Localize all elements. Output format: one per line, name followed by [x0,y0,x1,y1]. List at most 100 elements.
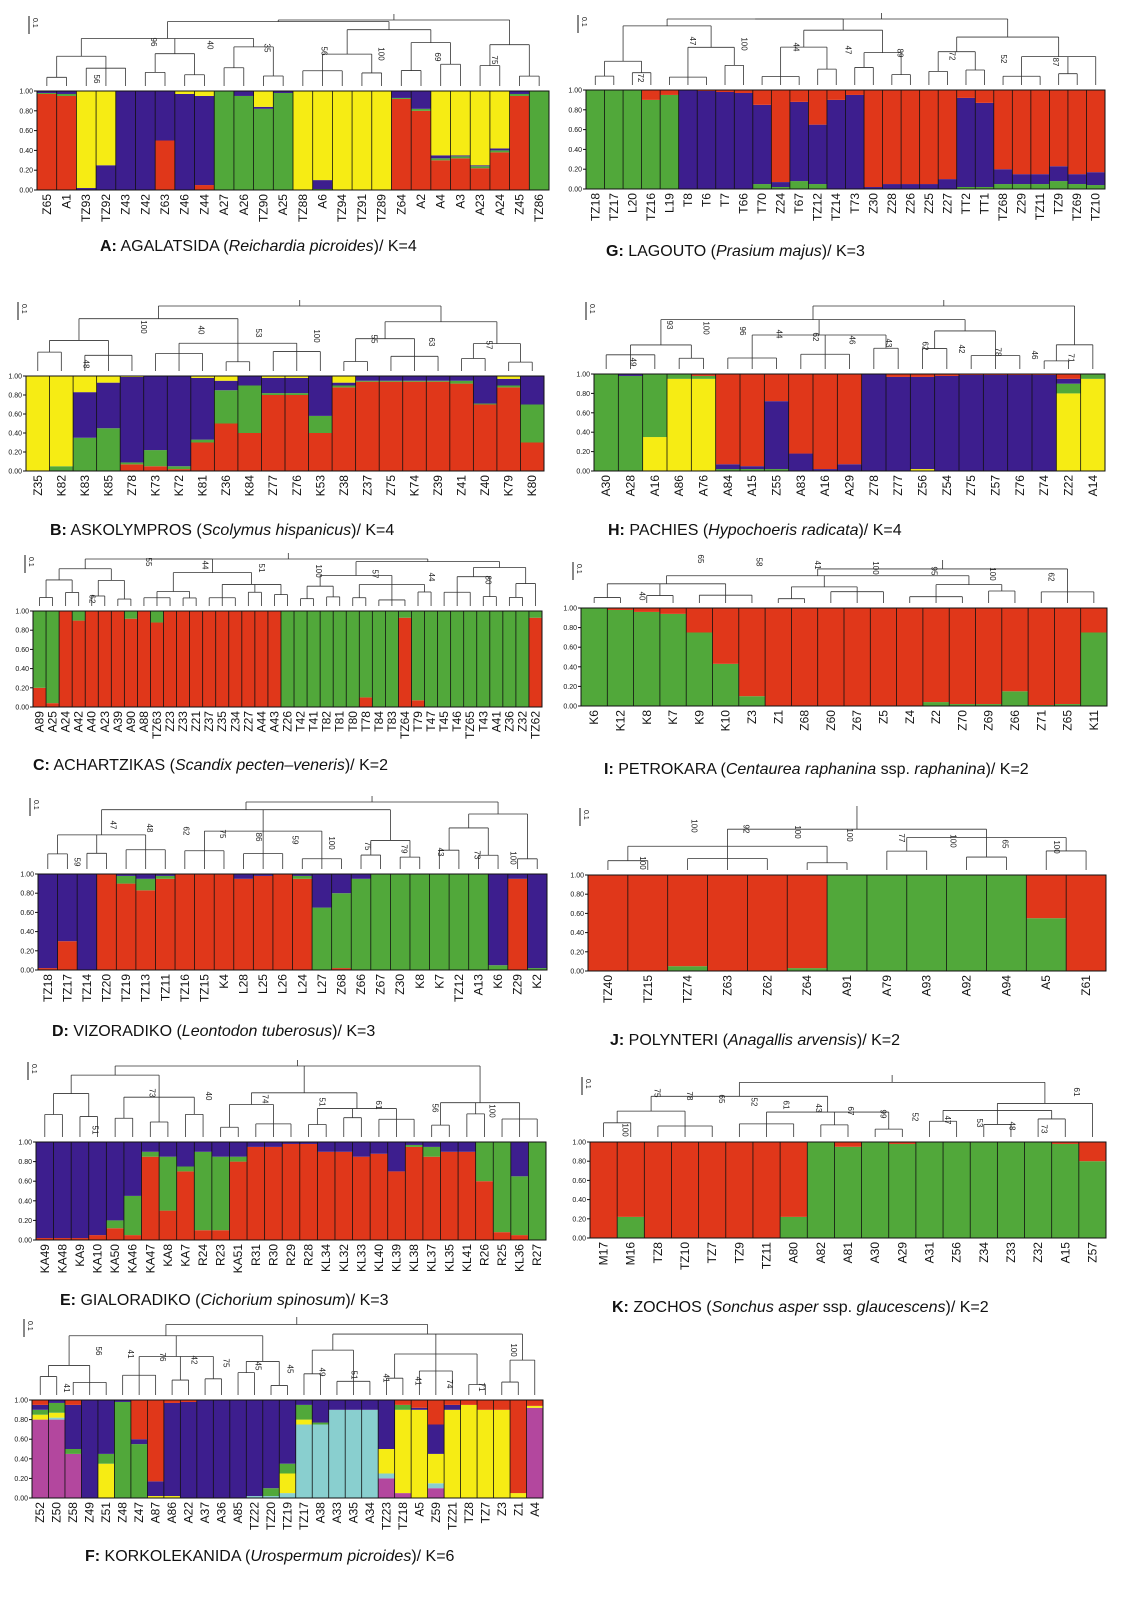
sample-label: KA48 [55,1244,69,1274]
sample-label: Z57 [989,475,1003,496]
structure-bar-segment [788,374,814,454]
structure-bar-segment [272,874,293,970]
bootstrap-label: 51 [257,564,266,573]
structure-bar-segment [331,893,352,969]
structure-bar-segment [398,611,412,618]
structure-bar-segment [130,1439,148,1445]
structure-bar-segment [888,1143,917,1238]
y-tick-label: 0.20 [563,684,577,691]
structure-bar-segment [440,1151,459,1240]
structure-bar-segment [123,1142,142,1196]
sample-label: A31 [922,1242,936,1264]
structure-bar-segment [174,91,195,94]
sample-label: K10 [719,710,733,732]
sample-label: TZ14 [829,193,843,221]
sample-label: TT1 [978,193,992,215]
plot-frame [587,874,1107,972]
structure-bar-segment [38,968,58,970]
sample-label: KA9 [73,1244,87,1267]
structure-bar-segment [378,1400,396,1449]
sample-label: TZ62 [528,711,542,739]
bootstrap-label: 52 [749,1098,758,1107]
sample-label: Z56 [916,475,930,496]
structure-bar-segment [509,91,530,94]
structure-bar-segment [159,1142,178,1157]
structure-bar-segment [352,1142,371,1157]
sample-label: Z47 [132,1502,146,1523]
sample-label: A36 [215,1502,229,1524]
structure-bar-segment [1051,1142,1080,1144]
sample-label: K2 [530,974,544,989]
structure-bar-segment [959,374,984,471]
bootstrap-label: 61 [374,1101,383,1110]
structure-bar-segment [312,91,333,181]
sample-label: A88 [137,711,151,733]
structure-bar-segment [787,968,828,971]
sample-label: Z76 [1013,475,1027,496]
structure-bar-segment [411,110,432,190]
structure-bar-segment [96,382,121,429]
structure-bar-segment [949,704,976,706]
structure-bar-segment [332,385,357,388]
sample-label: Z48 [116,1502,130,1523]
scale-bar-label: 0.1 [582,810,589,820]
structure-bar-segment [807,1142,835,1238]
bootstrap-label: 100 [1052,840,1061,854]
bootstrap-label: 67 [846,1107,855,1116]
structure-bar-segment [71,1238,90,1240]
structure-bar-segment [715,464,741,470]
structure-bar-segment [253,106,274,109]
sample-label: Z56 [950,1242,964,1263]
structure-bar-segment [493,1232,512,1240]
structure-bar-segment [449,380,474,384]
bootstrap-label: 100 [314,564,323,578]
sample-label: Z32 [1031,1242,1045,1263]
bootstrap-label: 74 [261,1095,270,1104]
structure-bar-segment [37,93,58,190]
y-tick-label: 1.00 [568,88,582,95]
sample-label: Z59 [429,1502,443,1523]
structure-bar-segment [214,376,239,381]
bootstrap-label: 40 [206,41,215,50]
structure-bar-segment [98,611,112,707]
structure-bar-segment [308,433,333,471]
structure-bar-segment [594,374,619,471]
y-tick-label: 0.60 [8,412,22,419]
structure-bar-segment [253,91,274,107]
structure-bar-segment [190,442,215,471]
structure-bar-segment [351,878,372,970]
structure-bar-segment [262,1400,280,1489]
structure-bar-segment [430,160,451,190]
structure-bar-segment [449,383,474,471]
structure-bar-segment [738,696,766,706]
y-tick-label: 0.20 [15,685,29,692]
structure-bar-segment [48,1400,66,1403]
structure-bar-segment [378,1449,396,1474]
structure-bar-segment [48,1402,66,1413]
structure-bar-segment [1049,90,1069,167]
structure-bar-segment [520,376,545,405]
structure-bar-segment [489,611,504,707]
structure-bar-segment [450,158,471,190]
plot-frame [35,1141,547,1241]
sample-label: TZ86 [532,194,546,222]
structure-bar-segment [76,188,97,190]
sample-label: A37 [198,1502,212,1524]
structure-bar-segment [123,1235,142,1240]
bootstrap-label: 63 [427,338,436,347]
plot-frame [580,607,1108,707]
structure-bar-segment [76,91,97,189]
structure-bar-segment [262,1488,280,1497]
sample-label: Z68 [798,710,812,731]
y-tick-label: 0.00 [20,968,34,975]
structure-bar-segment [96,91,117,166]
structure-bar-segment [787,875,828,969]
bootstrap-label: 41 [62,1384,71,1393]
structure-bar-segment [409,874,430,970]
structure-bar-segment [411,91,432,109]
structure-bar-segment [752,104,772,185]
structure-bar-segment [678,90,698,189]
sample-label: A23 [98,711,112,733]
structure-bar-segment [1012,174,1032,185]
